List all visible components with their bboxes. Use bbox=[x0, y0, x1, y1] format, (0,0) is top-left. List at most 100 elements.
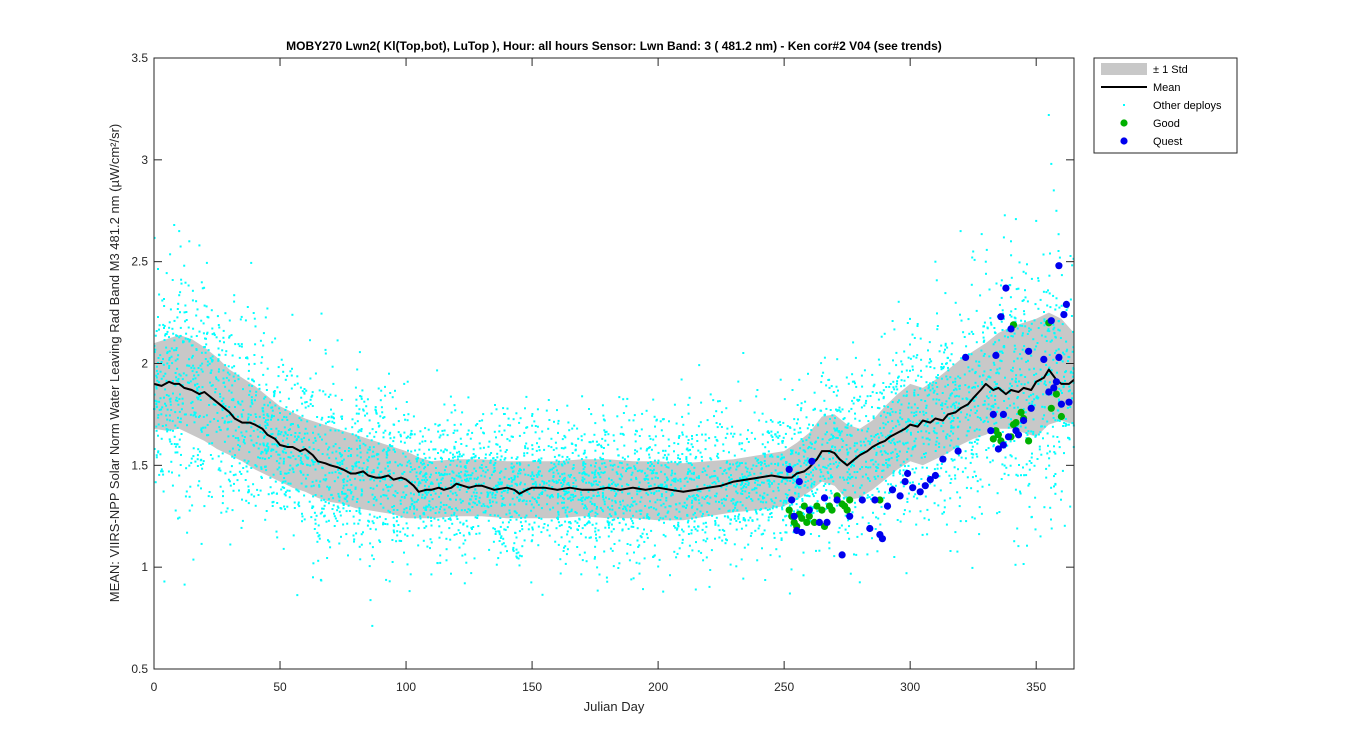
other-deploys-point bbox=[266, 414, 269, 417]
other-deploys-point bbox=[873, 383, 876, 386]
other-deploys-point bbox=[312, 441, 315, 444]
other-deploys-point bbox=[817, 424, 820, 427]
other-deploys-point bbox=[502, 542, 505, 545]
other-deploys-point bbox=[442, 474, 445, 477]
other-deploys-point bbox=[266, 449, 269, 452]
other-deploys-point bbox=[913, 389, 916, 392]
other-deploys-point bbox=[587, 521, 589, 524]
other-deploys-point bbox=[291, 423, 294, 425]
other-deploys-point bbox=[666, 511, 669, 514]
other-deploys-point bbox=[946, 451, 949, 454]
other-deploys-point bbox=[494, 496, 497, 499]
other-deploys-point bbox=[627, 527, 630, 530]
other-deploys-point bbox=[303, 392, 306, 395]
other-deploys-point bbox=[184, 281, 187, 284]
other-deploys-point bbox=[935, 376, 938, 379]
other-deploys-point bbox=[218, 467, 221, 470]
other-deploys-point bbox=[499, 551, 502, 554]
other-deploys-point bbox=[993, 363, 996, 366]
other-deploys-point bbox=[478, 500, 480, 503]
other-deploys-point bbox=[841, 408, 844, 411]
other-deploys-point bbox=[415, 460, 418, 463]
other-deploys-point bbox=[719, 467, 722, 469]
other-deploys-point bbox=[636, 490, 639, 493]
other-deploys-point bbox=[397, 524, 400, 526]
other-deploys-point bbox=[613, 439, 616, 442]
other-deploys-point bbox=[843, 488, 846, 491]
other-deploys-point bbox=[949, 359, 952, 362]
other-deploys-point bbox=[552, 476, 555, 478]
other-deploys-point bbox=[790, 524, 792, 527]
other-deploys-point bbox=[181, 397, 184, 400]
other-deploys-point bbox=[281, 439, 284, 442]
other-deploys-point bbox=[902, 513, 905, 516]
other-deploys-point bbox=[388, 449, 391, 452]
other-deploys-point bbox=[264, 421, 267, 424]
other-deploys-point bbox=[221, 407, 224, 410]
other-deploys-point bbox=[267, 457, 270, 459]
other-deploys-point bbox=[985, 416, 988, 419]
other-deploys-point bbox=[517, 472, 520, 475]
other-deploys-point bbox=[430, 473, 432, 476]
other-deploys-point bbox=[480, 492, 483, 495]
other-deploys-point bbox=[1025, 399, 1028, 401]
other-deploys-point bbox=[739, 477, 741, 480]
other-deploys-point bbox=[725, 488, 728, 491]
other-deploys-point bbox=[359, 447, 362, 450]
other-deploys-point bbox=[332, 382, 335, 385]
other-deploys-point bbox=[396, 509, 399, 511]
other-deploys-point bbox=[424, 466, 427, 469]
other-deploys-point bbox=[450, 411, 453, 414]
other-deploys-point bbox=[171, 380, 174, 383]
other-deploys-point bbox=[383, 494, 386, 497]
other-deploys-point bbox=[243, 442, 246, 445]
other-deploys-point bbox=[863, 404, 866, 407]
other-deploys-point bbox=[631, 497, 633, 499]
other-deploys-point bbox=[622, 512, 625, 515]
other-deploys-point bbox=[840, 524, 843, 527]
other-deploys-point bbox=[247, 502, 250, 505]
other-deploys-point bbox=[694, 498, 697, 501]
other-deploys-point bbox=[742, 518, 745, 521]
other-deploys-point bbox=[748, 471, 751, 474]
other-deploys-point bbox=[565, 553, 568, 556]
other-deploys-point bbox=[714, 500, 717, 503]
other-deploys-point bbox=[596, 589, 599, 592]
other-deploys-point bbox=[927, 443, 930, 446]
other-deploys-point bbox=[846, 478, 849, 481]
other-deploys-point bbox=[238, 470, 241, 473]
other-deploys-point bbox=[401, 472, 404, 475]
other-deploys-point bbox=[510, 515, 513, 518]
other-deploys-point bbox=[499, 525, 502, 528]
other-deploys-point bbox=[893, 556, 896, 558]
other-deploys-point bbox=[168, 350, 171, 353]
other-deploys-point bbox=[756, 479, 759, 482]
other-deploys-point bbox=[768, 485, 771, 488]
other-deploys-point bbox=[1069, 389, 1071, 392]
other-deploys-point bbox=[369, 599, 372, 602]
other-deploys-point bbox=[409, 466, 412, 468]
other-deploys-point bbox=[278, 453, 281, 456]
other-deploys-point bbox=[404, 533, 407, 536]
other-deploys-point bbox=[564, 490, 567, 493]
other-deploys-point bbox=[622, 518, 625, 521]
other-deploys-point bbox=[452, 459, 455, 462]
other-deploys-point bbox=[1023, 345, 1026, 348]
other-deploys-point bbox=[463, 509, 466, 512]
other-deploys-point bbox=[927, 387, 930, 390]
other-deploys-point bbox=[637, 545, 640, 548]
other-deploys-point bbox=[751, 499, 754, 502]
other-deploys-point bbox=[611, 519, 614, 522]
other-deploys-point bbox=[536, 425, 539, 428]
other-deploys-point bbox=[897, 376, 899, 379]
other-deploys-point bbox=[702, 522, 705, 525]
other-deploys-point bbox=[174, 445, 177, 448]
other-deploys-point bbox=[549, 496, 552, 499]
other-deploys-point bbox=[1044, 335, 1047, 338]
other-deploys-point bbox=[590, 413, 593, 416]
other-deploys-point bbox=[580, 493, 583, 496]
other-deploys-point bbox=[595, 537, 597, 540]
other-deploys-point bbox=[632, 500, 635, 503]
other-deploys-point bbox=[728, 451, 730, 454]
other-deploys-point bbox=[200, 542, 203, 545]
